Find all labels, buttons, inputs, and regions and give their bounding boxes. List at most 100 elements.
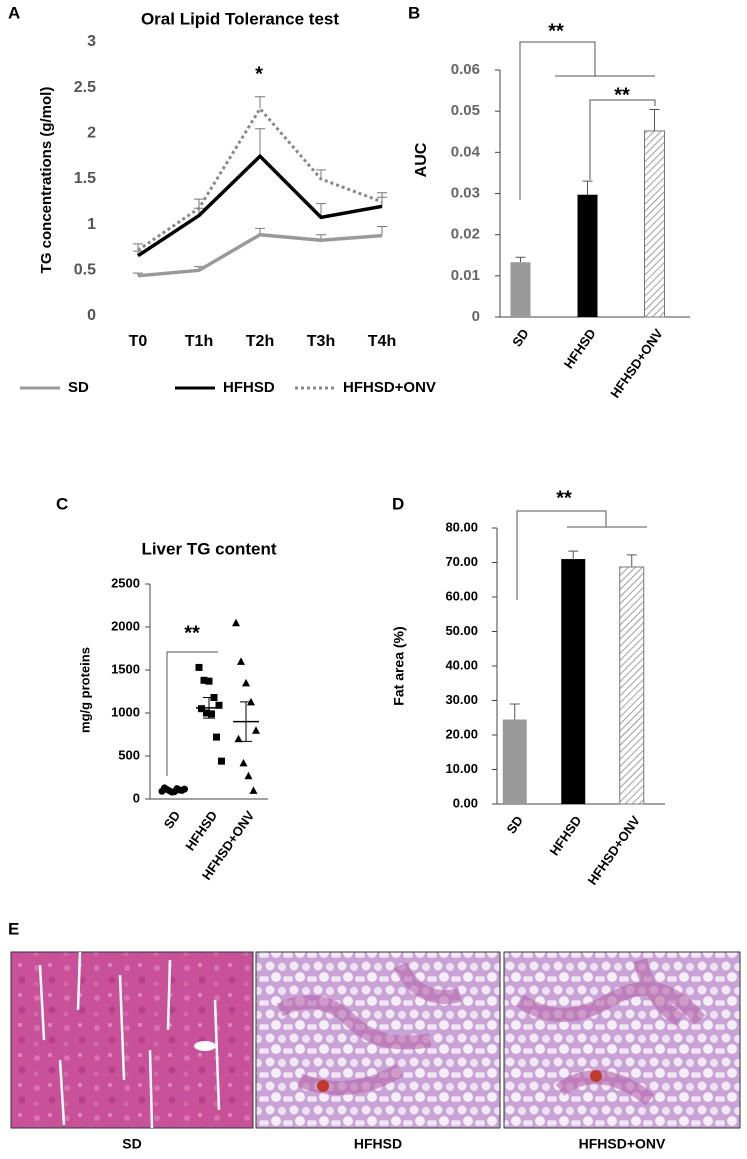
line-series	[137, 106, 383, 252]
x-tick-label: HFHSD	[547, 813, 585, 858]
panel-letter: D	[392, 494, 404, 513]
panel-letter: E	[8, 919, 19, 938]
y-tick-label: 1500	[111, 661, 140, 676]
data-point	[242, 678, 250, 687]
y-tick-label: 0.00	[453, 795, 478, 810]
y-tick-label: 0.5	[74, 262, 96, 279]
data-point	[200, 676, 208, 684]
error-bar	[568, 550, 579, 560]
bracket	[519, 41, 655, 200]
y-tick-label: 0	[87, 307, 96, 324]
tissue-vessels	[38, 951, 221, 1129]
y-tick-label: 0.02	[451, 226, 480, 243]
y-tick-label: 3	[87, 33, 96, 50]
y-axis-label: mg/g proteins	[77, 647, 92, 733]
data-point	[198, 705, 205, 713]
data-point	[205, 677, 213, 685]
histology-image	[10, 951, 254, 1129]
data-point	[244, 771, 253, 780]
data-point	[218, 757, 225, 765]
y-tick-label: 0	[472, 308, 480, 325]
panel-letter: C	[56, 494, 68, 513]
data-point	[195, 663, 203, 671]
y-tick-label: 500	[118, 747, 140, 762]
y-axis-label: Fat area (%)	[391, 626, 407, 705]
panel-letter: A	[8, 3, 20, 22]
y-tick-label: 1	[87, 216, 96, 233]
error-bar	[255, 96, 265, 109]
error-bar	[377, 225, 387, 236]
legend-label: SD	[68, 379, 89, 396]
histology-image	[503, 951, 741, 1129]
y-tick-label: 2.5	[74, 79, 96, 96]
data-point	[215, 701, 223, 709]
chart-title: Oral Lipid Tolerance test	[141, 9, 339, 28]
x-tick-label: SD	[503, 813, 526, 836]
significance-brackets	[166, 41, 656, 776]
data-point	[181, 785, 188, 793]
tissue-strands	[515, 958, 706, 1106]
x-tick-label: SD	[509, 326, 532, 349]
x-tick-label: HFHSD	[182, 808, 220, 853]
panel-letter: B	[408, 3, 420, 22]
x-tick-label: T0	[129, 333, 148, 350]
data-point	[252, 726, 260, 734]
line-series	[137, 232, 383, 278]
sem-bar	[166, 788, 178, 793]
x-tick-label: T4h	[368, 333, 396, 350]
data-point	[234, 734, 243, 743]
line-series	[137, 153, 383, 258]
tissue-vessel	[317, 1080, 329, 1092]
y-tick-label: 0.01	[451, 267, 480, 284]
y-tick-label: 0.06	[451, 61, 480, 78]
legend-label: HFHSD	[223, 379, 275, 396]
data-point	[213, 733, 220, 741]
data-point	[232, 618, 240, 627]
x-tick-label: HFHSD	[561, 326, 599, 371]
y-tick-label: 60.00	[445, 588, 478, 603]
bracket	[166, 651, 218, 776]
bracket	[589, 99, 656, 180]
y-tick-label: 10.00	[445, 761, 478, 776]
bar	[644, 130, 665, 318]
bar	[619, 566, 645, 805]
error-bar	[509, 703, 520, 720]
y-tick-label: 1.5	[74, 170, 96, 187]
bar	[577, 194, 598, 317]
y-tick-label: 80.00	[445, 519, 478, 534]
y-axis-label: TG concentrations (g/mol)	[38, 87, 55, 274]
image-label: SD	[122, 1136, 141, 1152]
y-tick-label: 30.00	[445, 692, 478, 707]
error-bar	[255, 128, 265, 157]
data-point	[249, 786, 258, 794]
error-bar	[194, 198, 204, 209]
error-bar	[626, 554, 637, 567]
tissue-vessel	[194, 1041, 216, 1051]
panel-e: E SD HFHSD HFHSD+ONV	[8, 919, 741, 1152]
tissue-strands	[276, 961, 462, 1095]
x-tick-label: T2h	[246, 333, 274, 350]
error-bar	[649, 109, 660, 131]
data-point	[203, 709, 210, 717]
error-bar	[582, 180, 593, 195]
y-tick-label: 0.05	[451, 102, 480, 119]
y-tick-label: 0.04	[451, 143, 481, 160]
y-tick-label: 0	[133, 790, 140, 805]
y-tick-label: 20.00	[445, 726, 478, 741]
x-tick-label: HFHSD+ONV	[607, 326, 666, 401]
y-tick-label: 2	[87, 125, 96, 142]
x-tick-label: SD	[161, 808, 184, 831]
y-tick-label: 2000	[111, 618, 140, 633]
sem-bar	[203, 697, 215, 719]
image-label: HFHSD	[354, 1136, 402, 1152]
bar	[561, 559, 586, 804]
legend-label: HFHSD+ONV	[343, 379, 436, 396]
bracket	[516, 510, 647, 600]
y-tick-label: 40.00	[445, 657, 478, 672]
tissue-vessel	[590, 1070, 602, 1082]
y-tick-label: 0.03	[451, 184, 480, 201]
y-tick-label: 2500	[111, 575, 140, 590]
y-axis-label: AUC	[413, 142, 430, 177]
data-point	[237, 657, 245, 665]
